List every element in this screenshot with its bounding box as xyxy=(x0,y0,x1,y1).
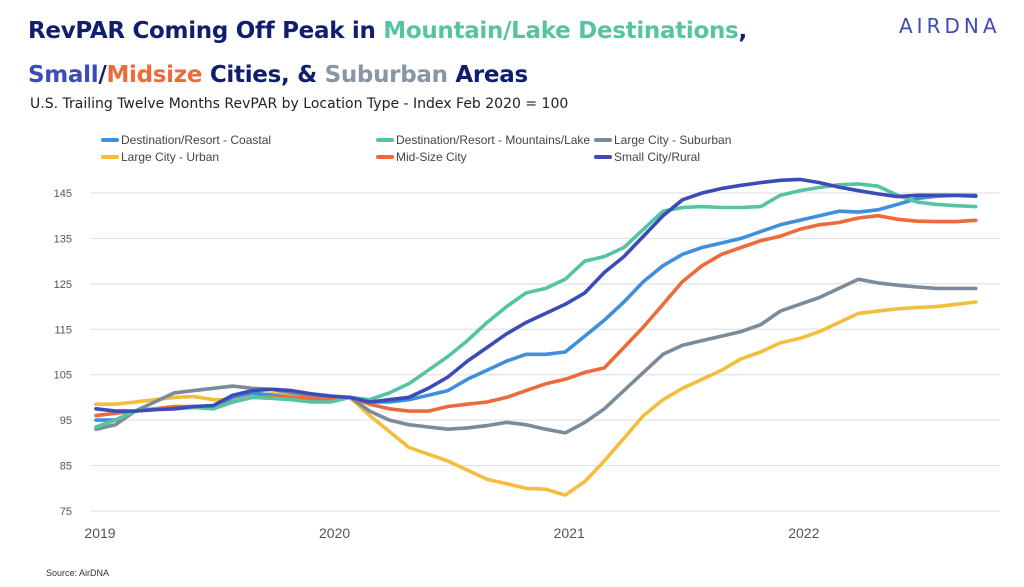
y-tick-label: 85 xyxy=(60,461,72,473)
title-line-2: Small/Midsize Cities, & Suburban Areas xyxy=(28,62,528,88)
x-tick-label: 2022 xyxy=(788,525,819,541)
y-tick-label: 75 xyxy=(60,506,72,518)
x-tick-label: 2021 xyxy=(554,525,585,541)
y-tick-label: 115 xyxy=(54,324,72,336)
x-tick-label: 2019 xyxy=(84,525,115,541)
y-tick-label: 145 xyxy=(54,188,72,200)
x-tick-label: 2020 xyxy=(319,525,350,541)
series-line-small-city-rural xyxy=(94,177,978,413)
airdna-logo: AIRDNA xyxy=(899,14,1001,38)
y-tick-label: 105 xyxy=(54,370,72,382)
title-line-2-segment: Suburban xyxy=(324,62,448,88)
y-tick-label: 125 xyxy=(54,279,72,291)
source-note: Source: AirDNA xyxy=(46,568,110,578)
series-line-destination-resort-coastal xyxy=(94,193,978,422)
y-tick-label: 135 xyxy=(54,233,72,245)
title-line-2-segment: Midsize xyxy=(106,62,203,88)
title-line-2-segment: Cities, & xyxy=(202,62,325,88)
title-line-1-segment: Mountain/Lake Destinations xyxy=(383,18,739,44)
series-line-large-city-suburban xyxy=(94,277,978,435)
title-line-2-segment: Small xyxy=(28,62,99,88)
title-line-2-segment: / xyxy=(98,62,107,88)
y-tick-label: 95 xyxy=(60,415,72,427)
chart-subtitle: U.S. Trailing Twelve Months RevPAR by Lo… xyxy=(30,96,569,112)
title-line-1-segment: RevPAR Coming Off Peak in xyxy=(28,18,384,44)
title-line-2-segment: Areas xyxy=(447,62,528,88)
title-line-1: RevPAR Coming Off Peak in Mountain/Lake … xyxy=(28,18,747,44)
title-line-1-segment: , xyxy=(738,18,747,44)
